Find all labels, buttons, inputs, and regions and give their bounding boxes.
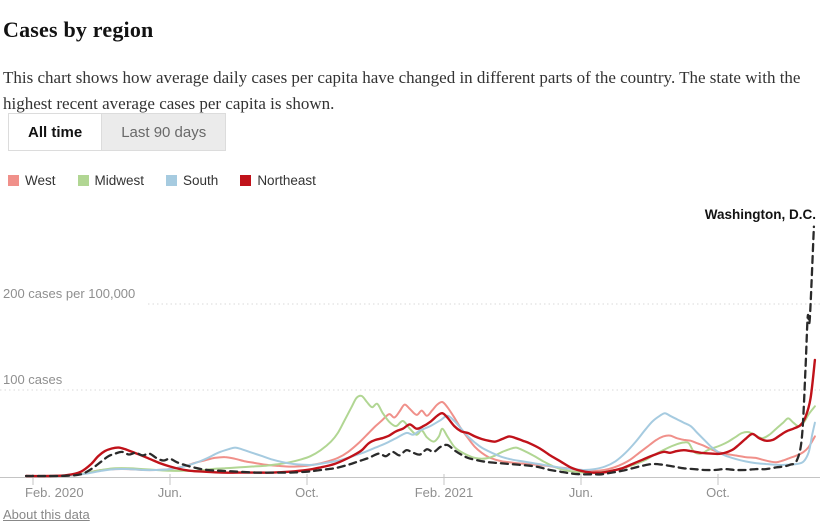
line-northeast — [24, 358, 817, 478]
chart-legend: West Midwest South Northeast — [8, 173, 338, 188]
legend-label: South — [183, 173, 219, 188]
y-axis-label: 100 cases — [3, 372, 63, 387]
x-axis-tick-label: Feb. 2020 — [25, 485, 84, 500]
legend-label: Northeast — [257, 173, 316, 188]
x-axis-tick-label: Oct. — [295, 485, 319, 500]
legend-item-northeast: Northeast — [240, 173, 316, 188]
legend-label: West — [25, 173, 56, 188]
legend-label: Midwest — [94, 173, 145, 188]
tab-all-time[interactable]: All time — [9, 114, 102, 150]
x-axis-tick-label: Jun. — [569, 485, 594, 500]
about-this-data-link[interactable]: About this data — [3, 507, 90, 522]
y-axis-label: 200 cases per 100,000 — [3, 286, 135, 301]
legend-item-west: West — [8, 173, 56, 188]
line-west — [25, 400, 816, 478]
legend-item-south: South — [166, 173, 218, 188]
washington-dc-annotation: Washington, D.C. — [705, 207, 816, 222]
cases-line-chart: 100 cases 200 cases per 100,000 Feb. 2020 J… — [0, 207, 820, 500]
legend-item-midwest: Midwest — [77, 173, 145, 188]
page-title: Cases by region — [3, 16, 154, 42]
south-swatch-icon — [166, 175, 178, 186]
x-axis-tick-label: Jun. — [158, 485, 183, 500]
chart-description: This chart shows how average daily cases… — [3, 68, 801, 113]
x-axis-tick-label: Feb. 2021 — [415, 485, 474, 500]
midwest-swatch-icon — [77, 175, 89, 186]
line-south — [25, 412, 816, 478]
x-axis-tick-label: Oct. — [706, 485, 730, 500]
northeast-swatch-icon — [240, 175, 252, 186]
line-midwest — [25, 394, 816, 478]
time-range-tabs: All time Last 90 days — [8, 113, 227, 151]
west-swatch-icon — [8, 175, 19, 186]
line-washington-d-c — [24, 225, 816, 478]
tab-last-90-days[interactable]: Last 90 days — [101, 114, 226, 150]
